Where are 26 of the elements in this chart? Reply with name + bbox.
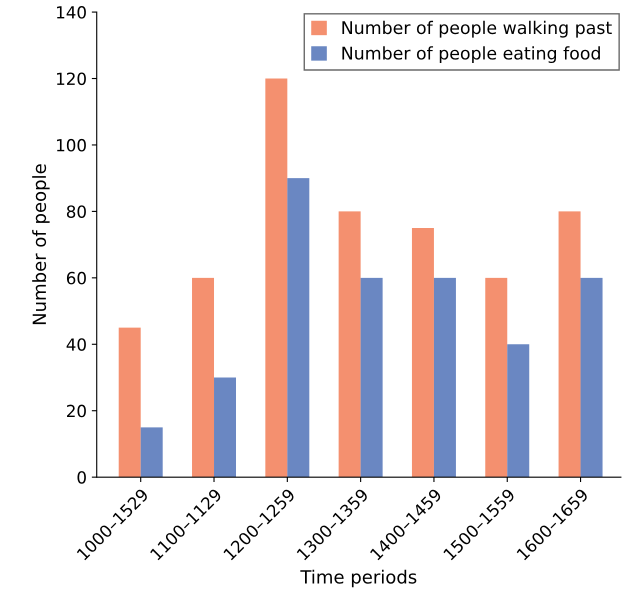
bar	[360, 278, 383, 478]
y-tick-label: 60	[66, 272, 86, 284]
bar	[214, 378, 236, 478]
bar	[338, 211, 361, 478]
y-tick-label: 100	[57, 138, 86, 152]
bar	[265, 78, 288, 478]
bar	[485, 278, 508, 478]
y-tick-label: 40	[66, 338, 86, 351]
x-axis-title: Time periods	[300, 570, 416, 588]
legend-label: Number of people eating food	[342, 46, 600, 64]
bar	[192, 278, 214, 478]
y-tick-label: 120	[57, 72, 86, 86]
bar	[412, 228, 434, 478]
bar	[118, 328, 141, 478]
bar	[507, 344, 530, 478]
y-tick-label: 0	[77, 471, 86, 484]
y-tick-label: 20	[67, 404, 86, 418]
bar	[434, 278, 456, 478]
y-tick-label: 80	[66, 205, 86, 218]
bar	[140, 427, 163, 478]
legend-label: Number of people walking past	[342, 20, 612, 38]
bar	[558, 211, 581, 478]
bar	[580, 278, 603, 478]
y-axis-title: Number of people	[32, 164, 50, 324]
y-tick-label: 140	[57, 6, 86, 19]
bar	[287, 178, 310, 478]
